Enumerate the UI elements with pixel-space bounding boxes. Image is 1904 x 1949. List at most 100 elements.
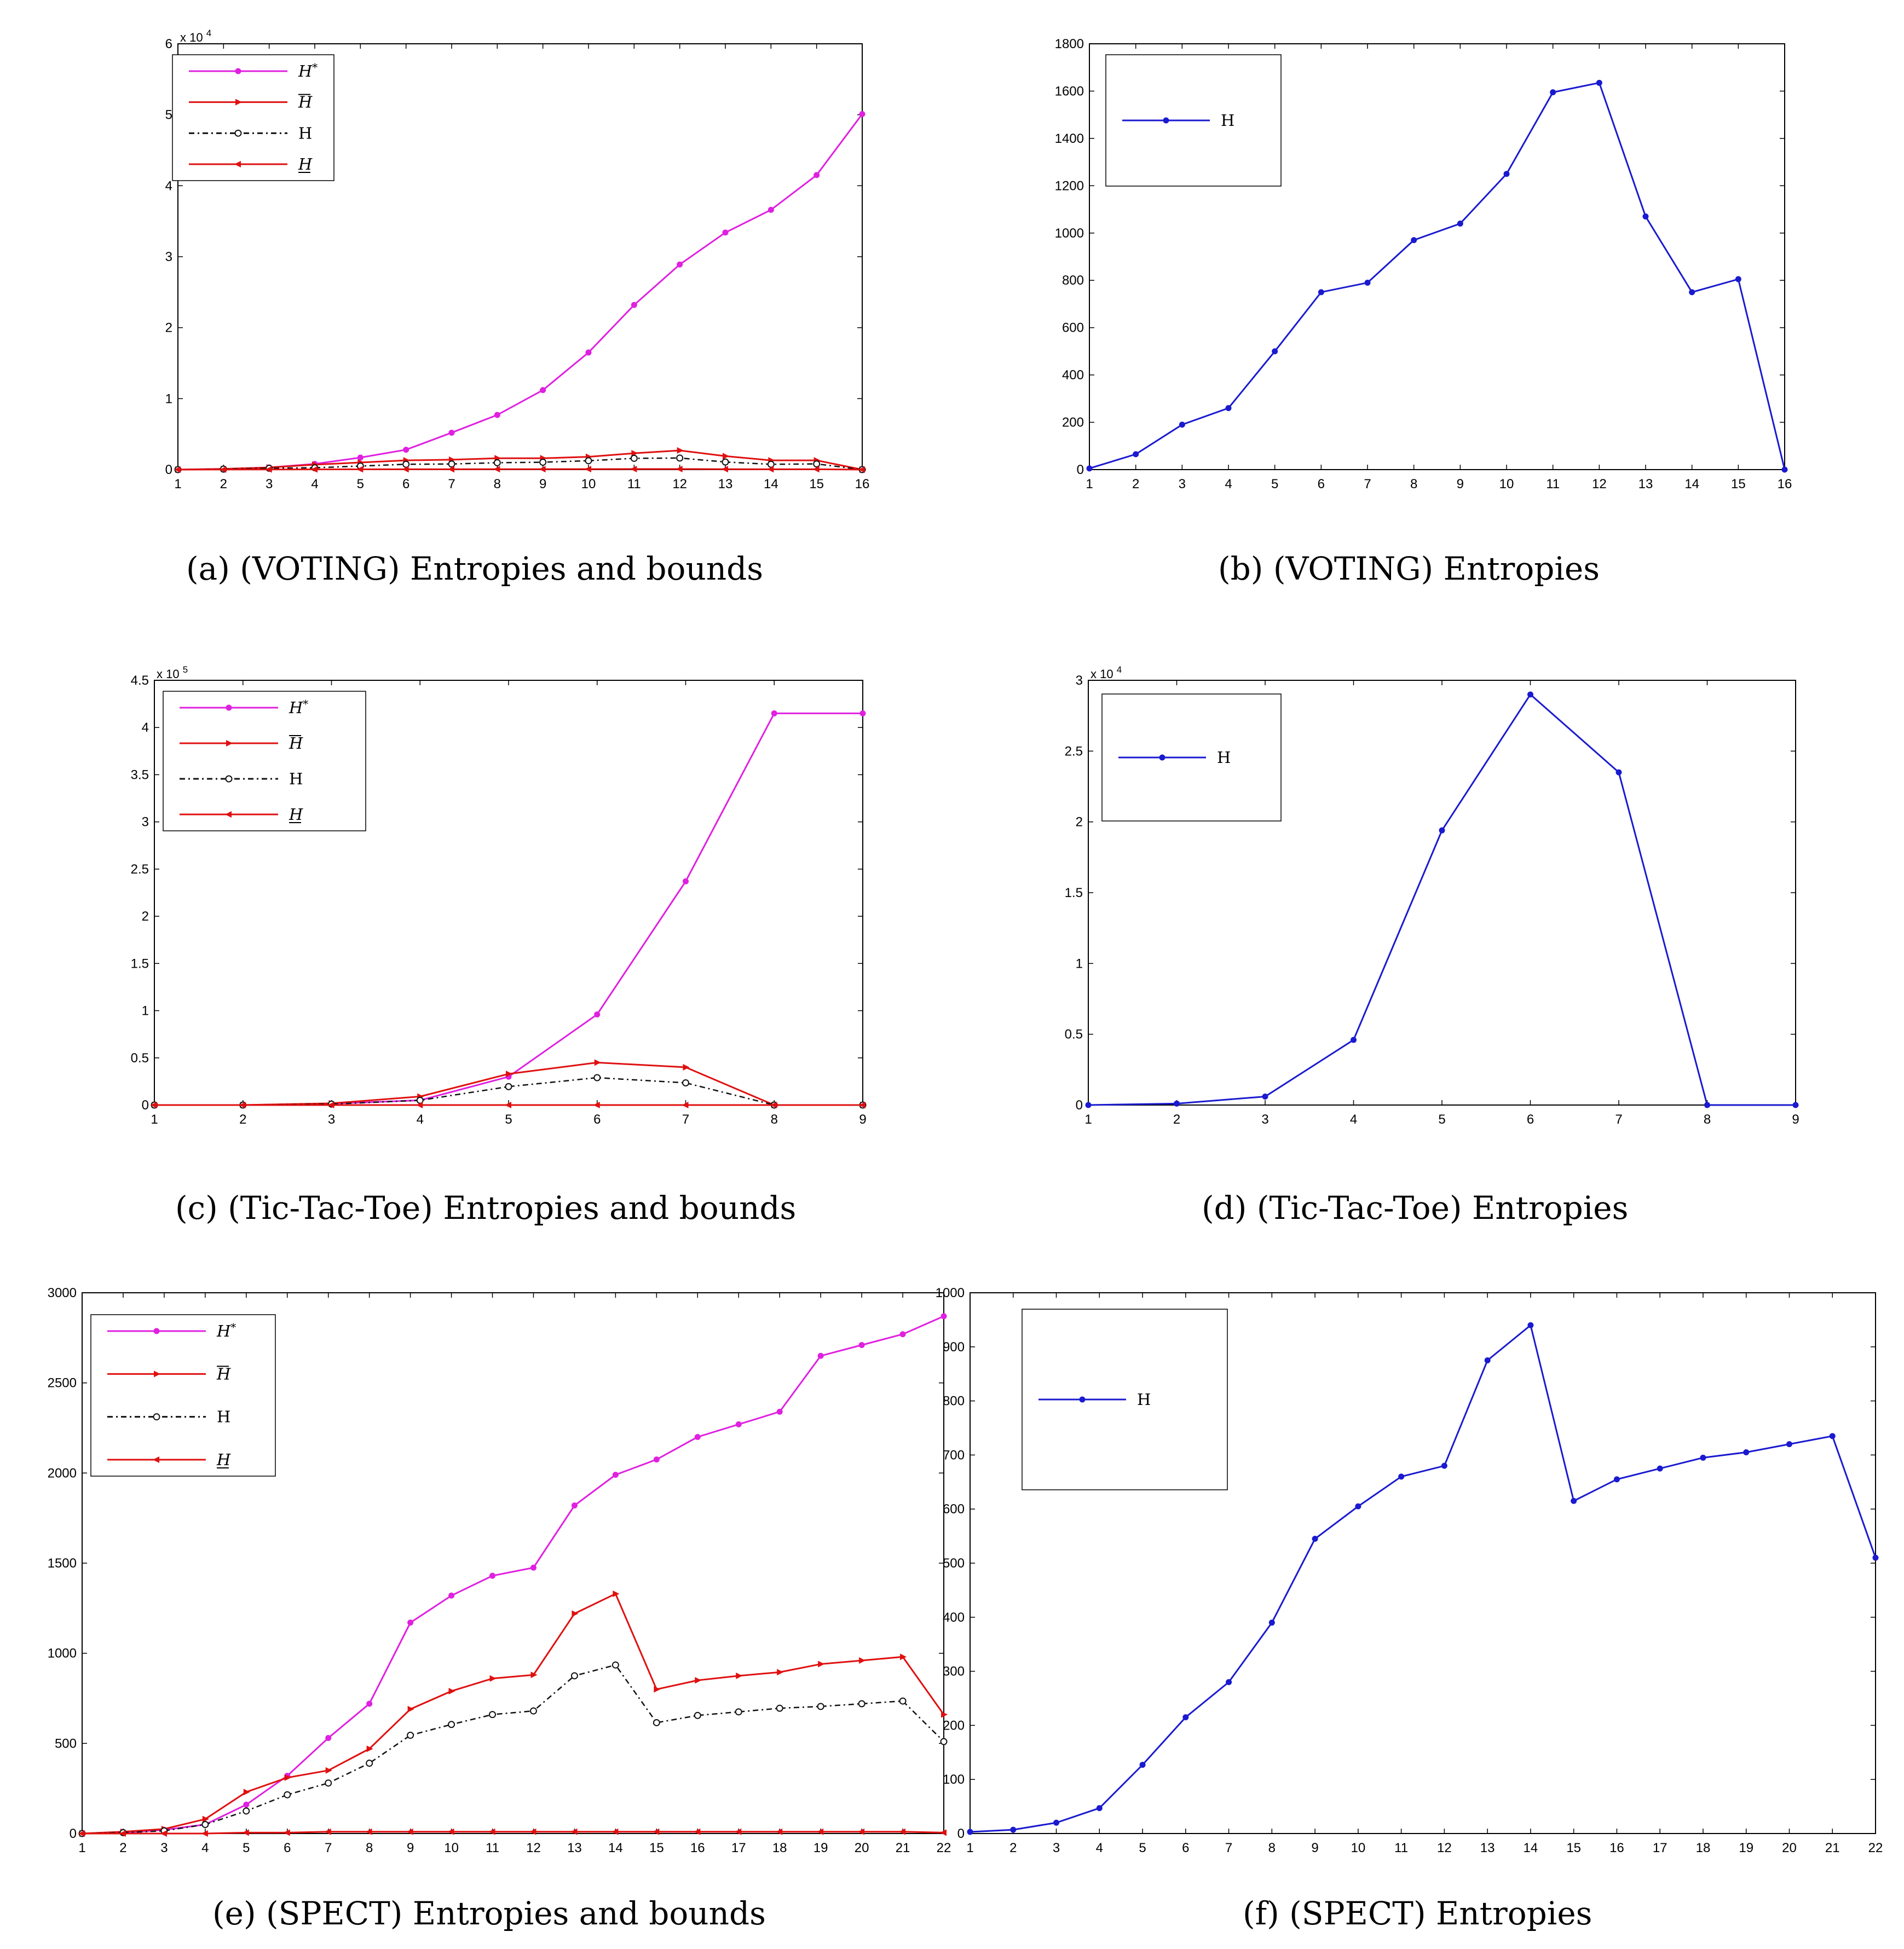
data-point [243, 1807, 250, 1815]
data-point [201, 1830, 208, 1837]
x-tick-label: 6 [1527, 1112, 1534, 1127]
data-point [311, 466, 318, 473]
y-tick-label: 6 [165, 37, 172, 51]
legend-label: H [1137, 1390, 1151, 1409]
caption-c: (c) (Tic-Tac-Toe) Entropies and bounds [175, 1189, 797, 1227]
y-tick-label: 2500 [48, 1376, 77, 1391]
y-tick-label: 0 [1076, 1098, 1083, 1113]
data-point [572, 1610, 579, 1617]
x-tick-label: 13 [567, 1841, 582, 1855]
data-point [119, 1830, 126, 1837]
data-point [695, 1677, 702, 1684]
y-tick-label: 4 [142, 720, 149, 735]
data-point [585, 349, 592, 356]
data-point [447, 1828, 454, 1835]
x-tick-label: 17 [1653, 1841, 1668, 1855]
data-point [1085, 1102, 1092, 1108]
data-point [611, 1661, 619, 1669]
y-tick-label: 3 [1076, 673, 1083, 688]
data-point [78, 1830, 85, 1837]
data-point [776, 1408, 783, 1415]
data-point [1503, 171, 1510, 177]
data-point [1743, 1449, 1750, 1455]
x-tick-label: 8 [1410, 477, 1417, 491]
data-point [735, 1421, 742, 1427]
data-point [1355, 1503, 1361, 1510]
y-tick-label: 1.5 [131, 956, 149, 971]
data-point [1351, 1037, 1357, 1043]
data-point [735, 1828, 742, 1835]
data-point [1613, 1476, 1620, 1483]
data-point [448, 1592, 455, 1599]
legend-label: H [216, 1450, 231, 1469]
data-point [220, 466, 227, 473]
caption-b: (b) (VOTING) Entropies [1218, 550, 1600, 587]
y-tick-label: 1500 [48, 1556, 77, 1571]
x-tick-label: 3 [160, 1841, 168, 1855]
x-tick-label: 19 [813, 1841, 828, 1855]
data-point [1689, 289, 1695, 296]
legend-marker [153, 1413, 160, 1421]
data-point [631, 302, 637, 308]
x-tick-label: 7 [448, 477, 455, 491]
data-point [530, 1672, 538, 1679]
data-point [1053, 1819, 1060, 1826]
x-tick-label: 15 [1566, 1841, 1581, 1855]
legend-label: H [1217, 748, 1231, 767]
x-tick-label: 15 [649, 1841, 664, 1855]
data-point [859, 710, 866, 716]
data-point [812, 466, 820, 473]
x-tick-label: 4 [417, 1112, 424, 1127]
legend-label: H [289, 734, 303, 753]
x-tick-label: 5 [357, 477, 364, 491]
data-point [611, 1828, 619, 1835]
legend-marker [153, 1456, 159, 1463]
legend-label: H [289, 770, 303, 788]
data-point [1781, 466, 1788, 473]
data-point [1700, 1454, 1706, 1461]
y-tick-label: 2000 [48, 1466, 77, 1480]
data-point [1571, 1497, 1577, 1504]
x-tick-label: 14 [608, 1841, 623, 1855]
data-point [407, 1705, 414, 1713]
y-tick-label: 4 [165, 178, 172, 193]
x-tick-label: 3 [328, 1112, 335, 1127]
x-tick-label: 10 [581, 477, 596, 491]
data-point [1262, 1093, 1268, 1100]
y-tick-label: 500 [943, 1556, 965, 1571]
data-point [1792, 1102, 1799, 1108]
data-point [654, 1686, 661, 1693]
x-tick-label: 5 [1438, 1112, 1445, 1127]
x-tick-label: 9 [539, 477, 546, 491]
data-point [366, 1701, 373, 1707]
x-tick-label: 8 [494, 477, 501, 491]
x-tick-label: 1 [151, 1112, 158, 1127]
x-tick-label: 19 [1739, 1841, 1753, 1855]
x-tick-label: 3 [1261, 1112, 1268, 1127]
data-point [570, 1672, 578, 1680]
series-line-2 [82, 1664, 944, 1835]
x-tick-label: 15 [809, 477, 824, 491]
x-tick-label: 11 [1394, 1841, 1408, 1855]
data-point [817, 1352, 824, 1359]
data-point [677, 447, 684, 454]
data-point [682, 1102, 689, 1108]
data-point [858, 1700, 866, 1708]
data-point [694, 1433, 701, 1440]
data-point [1439, 827, 1445, 834]
data-point [770, 1102, 777, 1108]
legend-marker [1079, 1396, 1086, 1403]
x-tick-label: 14 [1684, 477, 1699, 491]
data-point [407, 1620, 414, 1626]
y-tick-label: 2 [165, 321, 172, 336]
y-tick-label: 0 [165, 462, 172, 477]
data-point [776, 1704, 783, 1712]
data-point [356, 466, 364, 473]
y-tick-label: 200 [943, 1718, 965, 1733]
legend-box [163, 691, 366, 831]
data-point [677, 261, 683, 268]
x-tick-label: 4 [311, 477, 318, 491]
x-tick-label: 8 [1704, 1112, 1711, 1127]
